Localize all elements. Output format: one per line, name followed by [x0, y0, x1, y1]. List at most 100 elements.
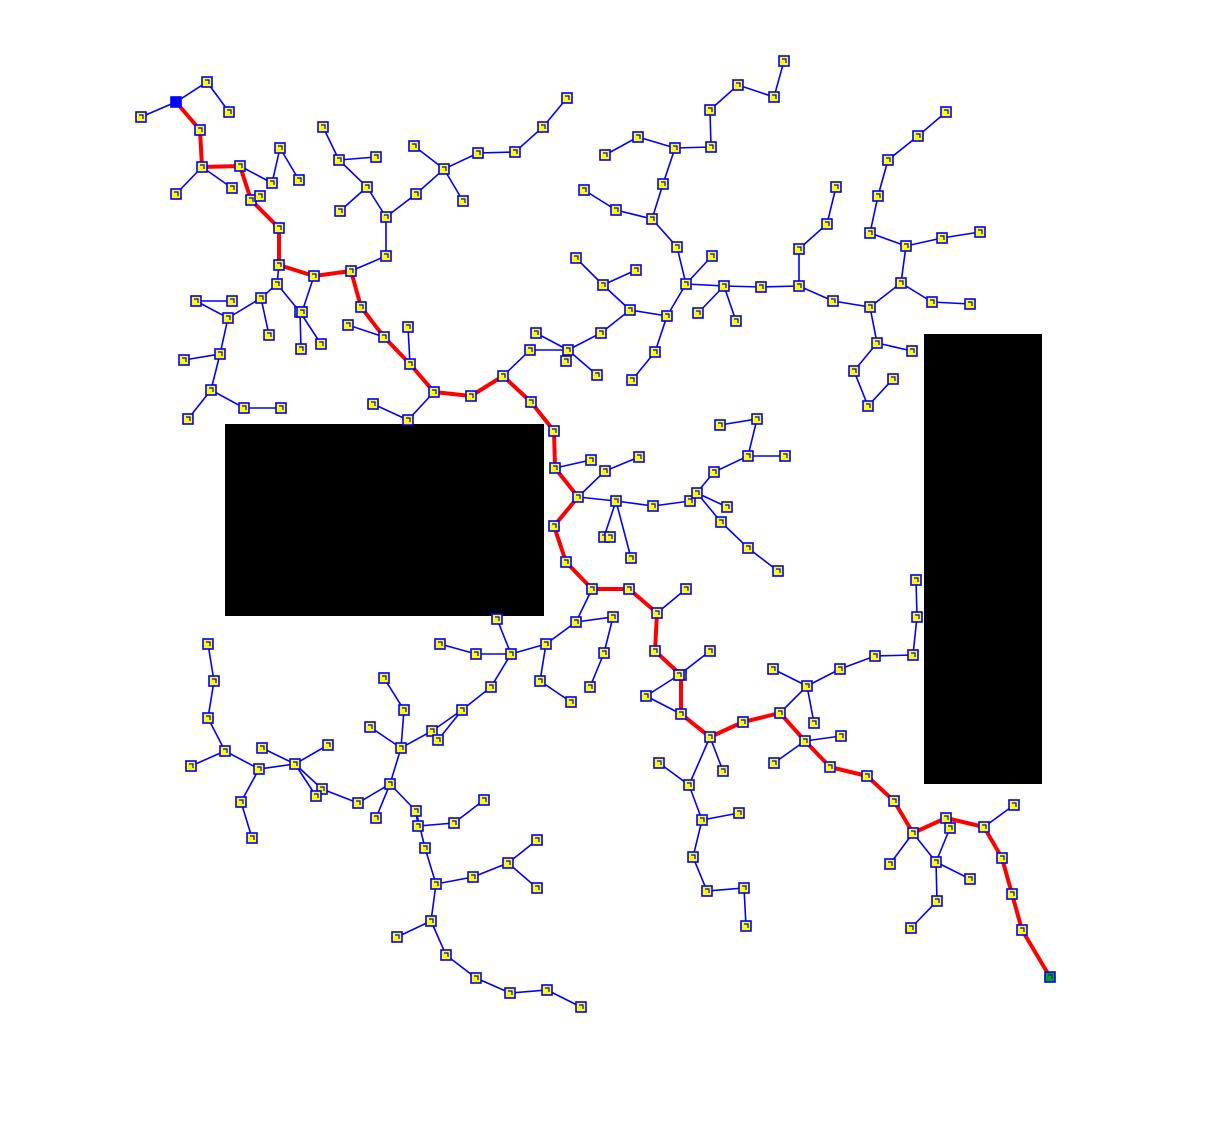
tree-node — [201, 76, 213, 88]
tree-node — [531, 834, 543, 846]
tree-node — [730, 315, 742, 327]
tree-node — [673, 669, 685, 681]
tree-node — [575, 1001, 587, 1013]
tree-node — [485, 681, 497, 693]
tree-node — [560, 355, 572, 367]
tree-node — [425, 915, 437, 927]
tree-node — [774, 707, 786, 719]
tree-node — [821, 218, 833, 230]
tree-node — [768, 757, 780, 769]
tree-node — [208, 675, 220, 687]
tree-node — [448, 817, 460, 829]
tree-node — [223, 106, 235, 118]
tree-node — [478, 794, 490, 806]
tree-node — [355, 301, 367, 313]
tree-node — [182, 413, 194, 425]
tree-node — [470, 648, 482, 660]
tree-node — [701, 885, 713, 897]
tree-node — [626, 374, 638, 386]
tree-node — [696, 814, 708, 826]
tree-node — [964, 873, 976, 885]
tree-edge — [260, 283, 278, 336]
tree-node — [345, 265, 357, 277]
tree-node — [380, 211, 392, 223]
tree-node — [717, 765, 729, 777]
tree-node — [491, 613, 503, 625]
tree-node — [632, 131, 644, 143]
tree-edge — [496, 618, 512, 655]
tree-node — [271, 278, 283, 290]
tree-edge — [853, 342, 894, 408]
tree-node — [848, 365, 860, 377]
tree-node — [692, 307, 704, 319]
tree-node — [767, 663, 779, 675]
tree-node — [911, 611, 923, 623]
tree-edge — [337, 156, 387, 272]
tree-node — [334, 205, 346, 217]
start-node — [170, 96, 182, 108]
tree-node — [799, 735, 811, 747]
tree-node — [497, 370, 509, 382]
tree-node — [465, 390, 477, 402]
tree-node — [931, 895, 943, 907]
tree-node — [238, 402, 250, 414]
tree-edge — [574, 588, 615, 688]
tree-edge — [910, 832, 938, 929]
tree-node — [940, 106, 952, 118]
tree-node — [869, 650, 881, 662]
tree-node — [708, 466, 720, 478]
tree-edge — [583, 189, 687, 317]
tree-node — [640, 690, 652, 702]
tree-node — [704, 731, 716, 743]
tree-node — [205, 384, 217, 396]
tree-node — [738, 882, 750, 894]
tree-node — [531, 882, 543, 894]
tree-node — [651, 607, 663, 619]
tree-node — [570, 616, 582, 628]
tree-node — [253, 763, 265, 775]
tree-node — [185, 760, 197, 772]
tree-node — [649, 346, 661, 358]
tree-node — [256, 742, 268, 754]
tree-node — [470, 972, 482, 984]
tree-node — [226, 295, 238, 307]
tree-node — [751, 413, 763, 425]
tree-node — [333, 154, 345, 166]
tree-node — [370, 812, 382, 824]
tree-node — [322, 739, 334, 751]
tree-node — [584, 681, 596, 693]
tree-node — [675, 708, 687, 720]
tree-node — [548, 520, 560, 532]
tree-node — [633, 451, 645, 463]
tree-node — [234, 160, 246, 172]
tree-node — [704, 645, 716, 657]
tree-node — [560, 556, 572, 568]
tree-node — [534, 675, 546, 687]
tree-node — [585, 454, 597, 466]
tree-node — [408, 140, 420, 152]
tree-node — [525, 396, 537, 408]
obstacle-right — [924, 334, 1042, 784]
tree-node — [996, 852, 1008, 864]
tree-node — [364, 721, 376, 733]
tree-node — [219, 745, 231, 757]
tree-node — [316, 783, 328, 795]
tree-node — [572, 491, 584, 503]
tree-edge — [723, 186, 837, 288]
tree-node — [680, 278, 692, 290]
tree-node — [549, 462, 561, 474]
tree-edge — [806, 685, 815, 724]
tree-node — [402, 414, 414, 426]
tree-node — [624, 304, 636, 316]
tree-node — [834, 663, 846, 675]
tree-node — [263, 329, 275, 341]
tree-node — [419, 842, 431, 854]
tree-node — [733, 807, 745, 819]
tree-node — [778, 55, 790, 67]
tree-node — [669, 142, 681, 154]
tree-node — [864, 301, 876, 313]
tree-node — [457, 195, 469, 207]
tree-node — [504, 987, 516, 999]
tree-node — [824, 761, 836, 773]
